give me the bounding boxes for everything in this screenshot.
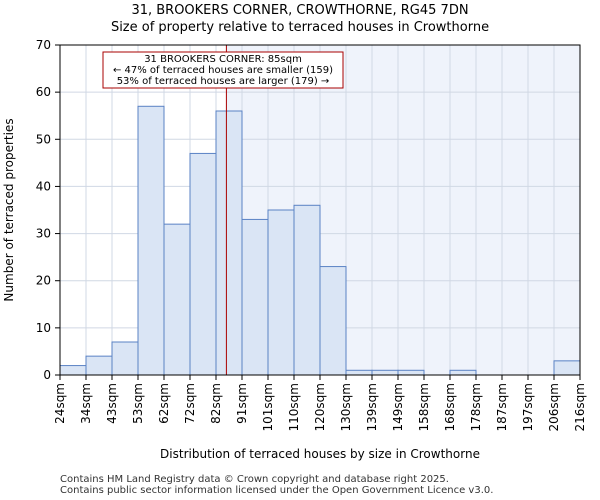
x-tick-label-130sqm: 130sqm	[339, 383, 353, 431]
y-tick-label-10: 10	[36, 321, 51, 335]
y-tick-label-60: 60	[36, 85, 51, 99]
annotation-line-1: 31 BROOKERS CORNER: 85sqm	[144, 54, 302, 65]
bar-130sqm	[345, 369, 373, 376]
x-tick-label-43sqm: 43sqm	[105, 383, 119, 424]
bar-43sqm	[111, 341, 139, 376]
chart-title: 31, BROOKERS CORNER, CROWTHORNE, RG45 7D…	[131, 3, 469, 18]
y-tick-label-50: 50	[36, 132, 51, 146]
bar-168sqm	[449, 369, 477, 376]
footer-licence: Contains public sector information licen…	[60, 485, 494, 496]
bar-149sqm	[397, 369, 425, 376]
y-axis-label: Number of terraced properties	[2, 118, 16, 301]
y-axis-ticks: 0 10 20 30 40 50 60 70	[36, 38, 60, 382]
y-tick-label-30: 30	[36, 227, 51, 241]
x-tick-label-82sqm: 82sqm	[209, 383, 223, 424]
bar-139sqm	[371, 369, 399, 376]
x-tick-label-187sqm: 187sqm	[495, 383, 509, 431]
x-tick-label-24sqm: 24sqm	[53, 383, 67, 424]
bar-53sqm	[137, 105, 165, 376]
x-tick-label-91sqm: 91sqm	[235, 383, 249, 424]
x-tick-label-62sqm: 62sqm	[157, 383, 171, 424]
x-tick-label-206sqm: 206sqm	[547, 383, 561, 431]
x-tick-label-168sqm: 168sqm	[443, 383, 457, 431]
y-tick-label-0: 0	[43, 368, 51, 382]
x-tick-label-216sqm: 216sqm	[573, 383, 587, 431]
bar-91sqm	[241, 218, 269, 376]
bar-110sqm	[293, 204, 321, 376]
footer-copyright: Contains HM Land Registry data © Crown c…	[60, 474, 449, 485]
bar-82sqm	[215, 110, 243, 376]
bar-120sqm	[319, 266, 347, 376]
bar-72sqm	[189, 152, 217, 376]
x-tick-label-158sqm: 158sqm	[417, 383, 431, 431]
x-axis-label: Distribution of terraced houses by size …	[160, 447, 480, 461]
x-tick-label-101sqm: 101sqm	[261, 383, 275, 431]
annotation-line-2: ← 47% of terraced houses are smaller (15…	[113, 65, 333, 76]
x-axis-ticks: 24sqm 34sqm 43sqm 53sqm 62sqm 72sqm 82sqm 91sqm…	[53, 375, 587, 431]
x-tick-label-110sqm: 110sqm	[287, 383, 301, 431]
x-tick-label-197sqm: 197sqm	[521, 383, 535, 431]
x-tick-label-139sqm: 139sqm	[365, 383, 379, 431]
bar-24sqm	[59, 365, 87, 376]
chart-subtitle: Size of property relative to terraced ho…	[110, 20, 490, 35]
bar-206sqm	[553, 360, 581, 376]
x-tick-label-53sqm: 53sqm	[131, 383, 145, 424]
x-tick-label-72sqm: 72sqm	[183, 383, 197, 424]
y-tick-label-70: 70	[36, 38, 51, 52]
y-tick-label-40: 40	[36, 179, 51, 193]
x-tick-label-34sqm: 34sqm	[79, 383, 93, 424]
x-tick-label-149sqm: 149sqm	[391, 383, 405, 431]
annotation-box: 31 BROOKERS CORNER: 85sqm ← 47% of terra…	[102, 51, 344, 89]
bar-101sqm	[267, 209, 295, 376]
annotation-line-3: 53% of terraced houses are larger (179) …	[117, 76, 330, 87]
bar-62sqm	[163, 223, 191, 376]
bar-34sqm	[85, 355, 113, 376]
x-tick-label-178sqm: 178sqm	[469, 383, 483, 431]
x-tick-label-120sqm: 120sqm	[313, 383, 327, 431]
y-tick-label-20: 20	[36, 274, 51, 288]
